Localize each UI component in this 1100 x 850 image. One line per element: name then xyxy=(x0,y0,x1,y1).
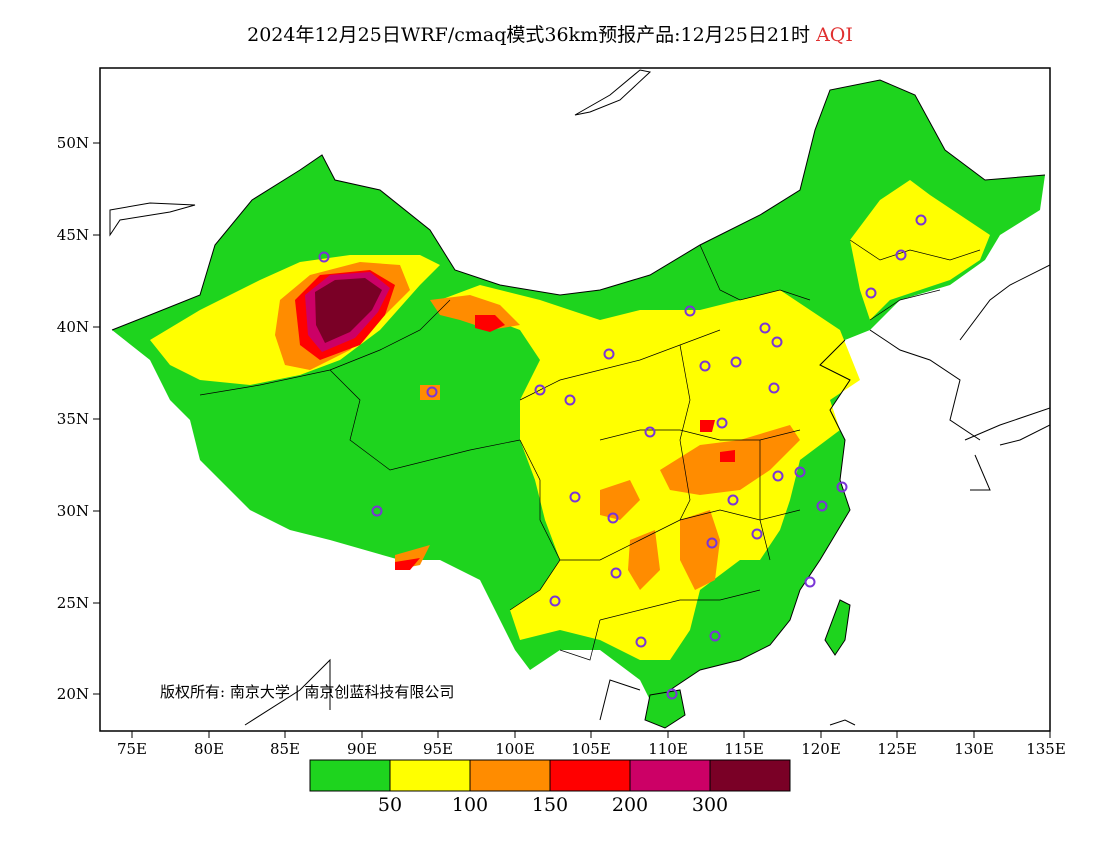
legend-swatch xyxy=(469,759,551,792)
map-content: 版权所有: 南京大学 | 南京创蓝科技有限公司 xyxy=(109,69,1050,729)
lon-label: 80E xyxy=(194,740,224,758)
station-marker xyxy=(836,481,848,493)
coastlines xyxy=(109,69,1050,729)
station-marker xyxy=(730,356,742,368)
hainan-region xyxy=(645,690,685,728)
station-marker xyxy=(607,512,619,524)
map-frame xyxy=(99,67,1051,732)
station-marker xyxy=(534,384,546,396)
station-marker xyxy=(804,576,816,588)
lon-label: 85E xyxy=(270,740,300,758)
legend-threshold: 50 xyxy=(378,794,402,816)
station-marker xyxy=(635,636,647,648)
station-marker xyxy=(699,360,711,372)
lon-label: 130E xyxy=(954,740,994,758)
station-marker xyxy=(709,630,721,642)
station-marker xyxy=(772,470,784,482)
station-marker xyxy=(603,348,615,360)
station-marker xyxy=(371,505,383,517)
province-boundaries xyxy=(199,239,981,661)
aqi-maroon-areas xyxy=(315,278,382,343)
map-title-variable: AQI xyxy=(816,24,853,46)
lat-label: 30N xyxy=(57,502,89,520)
lat-label: 20N xyxy=(57,685,89,703)
lon-label: 75E xyxy=(117,740,147,758)
station-marker xyxy=(644,426,656,438)
lat-label: 45N xyxy=(57,226,89,244)
station-marker xyxy=(759,322,771,334)
legend-threshold: 200 xyxy=(612,794,648,816)
lon-label: 110E xyxy=(648,740,688,758)
lat-label: 50N xyxy=(57,134,89,152)
legend-threshold: 150 xyxy=(532,794,568,816)
station-marker xyxy=(751,528,763,540)
lat-label: 25N xyxy=(57,594,89,612)
station-marker xyxy=(569,491,581,503)
lon-label: 100E xyxy=(495,740,535,758)
lat-label: 40N xyxy=(57,318,89,336)
legend-swatch xyxy=(629,759,711,792)
lat-axis: 50N 45N 40N 35N 30N 25N 20N xyxy=(57,134,100,703)
lon-axis: 75E 80E 85E 90E 95E 100E 105E 110E 115E … xyxy=(117,731,1066,758)
lon-label: 95E xyxy=(423,740,453,758)
legend-colorbar: 50 100 150 200 300 xyxy=(309,759,791,816)
legend-swatch xyxy=(389,759,471,792)
station-marker xyxy=(794,466,806,478)
map-title-main: 2024年12月25日WRF/cmaq模式36km预报产品:12月25日21时 xyxy=(247,24,811,46)
station-marker xyxy=(865,287,877,299)
lon-label: 90E xyxy=(347,740,377,758)
station-marker xyxy=(915,214,927,226)
lon-label: 135E xyxy=(1026,740,1066,758)
station-marker xyxy=(768,382,780,394)
station-marker xyxy=(716,417,728,429)
station-marker xyxy=(771,336,783,348)
legend-swatch xyxy=(709,759,791,792)
station-marker xyxy=(318,251,330,263)
lon-label: 115E xyxy=(724,740,764,758)
station-marker xyxy=(816,500,828,512)
lon-label: 120E xyxy=(801,740,841,758)
station-marker xyxy=(727,494,739,506)
station-marker xyxy=(706,537,718,549)
legend-swatch xyxy=(309,759,391,792)
station-marker xyxy=(666,688,678,700)
station-marker xyxy=(684,305,696,317)
lat-label: 35N xyxy=(57,410,89,428)
lon-label: 105E xyxy=(571,740,611,758)
legend-threshold: 100 xyxy=(452,794,488,816)
station-marker xyxy=(549,595,561,607)
station-markers xyxy=(318,214,927,700)
legend-threshold: 300 xyxy=(692,794,728,816)
legend-swatch xyxy=(549,759,631,792)
map-title: 2024年12月25日WRF/cmaq模式36km预报产品:12月25日21时 … xyxy=(0,20,1100,47)
station-marker xyxy=(895,249,907,261)
station-marker xyxy=(426,386,438,398)
copyright-text: 版权所有: 南京大学 | 南京创蓝科技有限公司 xyxy=(160,683,454,701)
station-marker xyxy=(610,567,622,579)
station-marker xyxy=(564,394,576,406)
lon-label: 125E xyxy=(877,740,917,758)
